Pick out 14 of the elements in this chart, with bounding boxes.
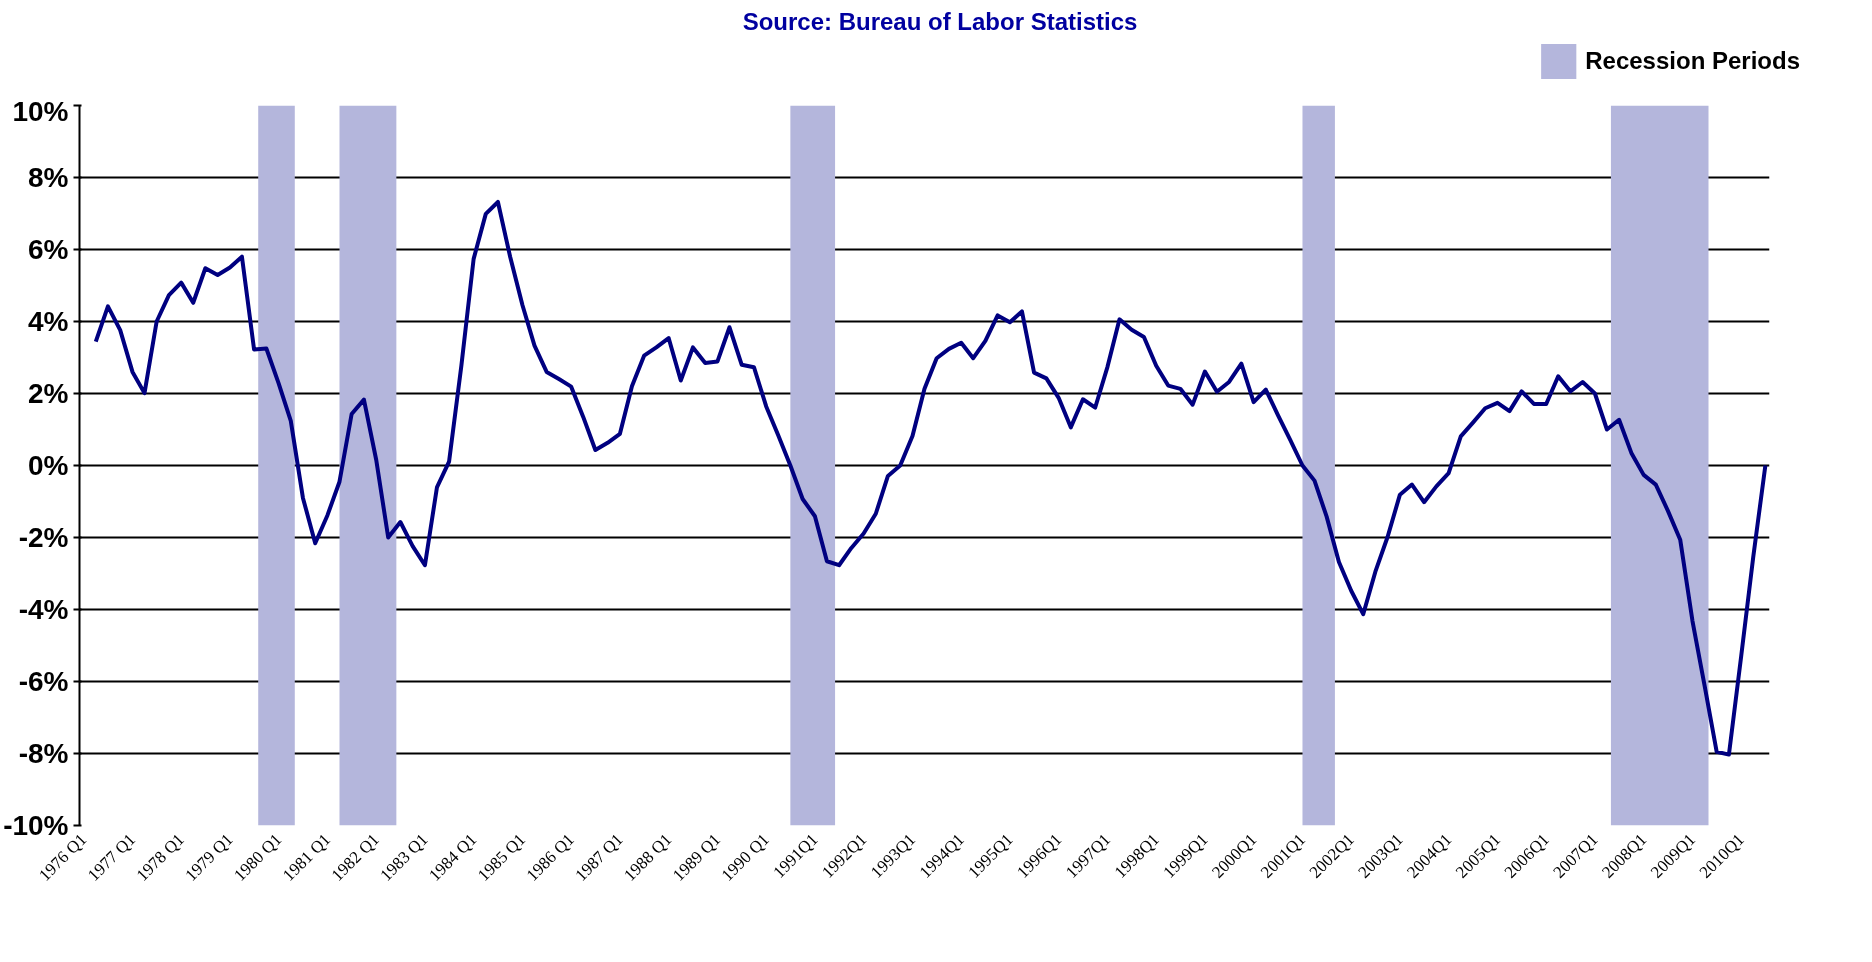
y-tick-label: -8% [18, 738, 69, 769]
source-note: Source: Bureau of Labor Statistics [742, 7, 1138, 35]
line-series [93, 199, 1768, 757]
y-tick-label: -2% [18, 522, 69, 553]
y-tick-label: 0% [28, 450, 69, 481]
y-tick-label: 2% [28, 378, 69, 409]
legend-label: Recession Periods [1585, 47, 1800, 75]
y-tick-label: 8% [28, 162, 69, 193]
y-tick-label: 10% [12, 95, 69, 127]
y-tick-label: -4% [18, 594, 69, 625]
y-tick-label: -6% [18, 666, 69, 697]
y-tick-label: 4% [28, 306, 69, 337]
y-tick-label: -10% [3, 810, 69, 841]
y-tick-label: 6% [28, 234, 69, 265]
